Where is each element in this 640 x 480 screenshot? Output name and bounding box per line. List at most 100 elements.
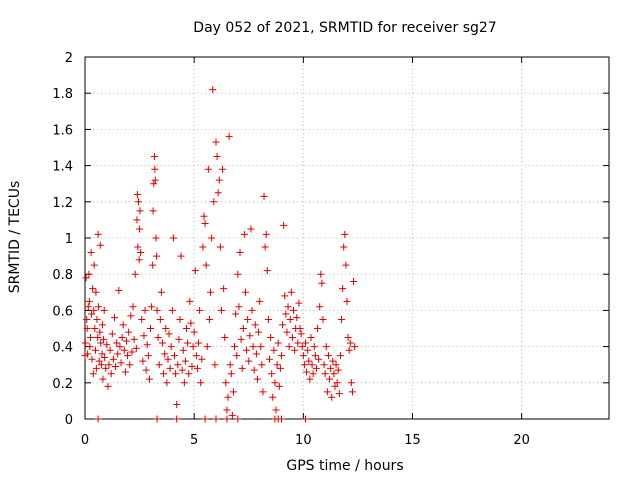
data-point <box>109 355 117 363</box>
data-point <box>217 306 225 314</box>
y-axis-label: SRMTID / TECUs <box>7 181 23 294</box>
data-point <box>136 225 144 233</box>
data-point <box>181 357 189 365</box>
data-point <box>174 361 182 369</box>
data-point <box>168 306 176 314</box>
data-point <box>282 310 290 318</box>
data-point <box>183 325 191 332</box>
data-point <box>212 415 220 423</box>
data-point <box>195 339 203 347</box>
data-point <box>171 352 179 360</box>
data-point <box>296 325 304 332</box>
data-point <box>291 346 299 354</box>
data-point <box>280 221 288 229</box>
data-point <box>265 355 273 363</box>
data-point <box>286 315 294 323</box>
data-point <box>100 335 108 343</box>
data-point <box>315 355 323 363</box>
data-point <box>198 355 206 363</box>
data-point <box>219 165 227 173</box>
data-point <box>342 261 350 269</box>
data-point <box>150 180 158 188</box>
data-point <box>341 230 349 238</box>
data-point <box>205 315 213 323</box>
data-point <box>255 328 263 336</box>
data-point <box>226 361 234 369</box>
data-point <box>305 357 313 365</box>
data-point <box>224 393 232 401</box>
data-point <box>319 315 327 323</box>
data-point <box>125 328 133 336</box>
data-point <box>212 138 220 146</box>
data-point <box>285 343 293 351</box>
data-point <box>153 306 161 314</box>
data-point <box>256 297 264 305</box>
data-point <box>90 306 98 314</box>
data-point <box>95 303 103 311</box>
data-point <box>348 388 356 396</box>
data-point <box>173 401 181 409</box>
data-point <box>222 379 230 387</box>
data-point <box>321 370 329 378</box>
data-point <box>184 339 192 347</box>
data-point <box>261 243 269 251</box>
data-point <box>317 270 325 278</box>
data-point <box>257 343 265 351</box>
data-point <box>235 303 243 311</box>
data-point <box>114 350 122 358</box>
data-point <box>134 243 142 251</box>
data-point <box>214 189 222 197</box>
data-point <box>228 411 236 419</box>
data-point <box>191 267 199 275</box>
data-point <box>124 352 132 360</box>
data-point <box>90 261 98 269</box>
data-point <box>131 270 139 278</box>
data-point <box>246 332 254 340</box>
x-tick-label: 0 <box>81 433 89 448</box>
data-point <box>344 334 352 342</box>
data-point <box>85 297 93 305</box>
data-point <box>211 361 219 369</box>
data-point <box>161 350 169 358</box>
data-point <box>260 192 268 200</box>
data-point <box>102 364 110 372</box>
data-point <box>122 337 130 345</box>
data-point <box>119 321 127 329</box>
y-tick-label: 1.2 <box>52 196 73 211</box>
data-point <box>252 350 260 358</box>
data-point <box>343 297 351 305</box>
y-tick-label: 0.8 <box>52 268 73 283</box>
data-point <box>116 343 124 351</box>
data-point <box>347 379 355 387</box>
data-point <box>120 346 128 354</box>
data-point <box>97 339 105 347</box>
data-point <box>244 315 252 323</box>
data-point <box>330 370 338 378</box>
data-point <box>196 306 204 314</box>
data-point <box>83 315 91 323</box>
data-point <box>98 321 106 329</box>
data-point <box>306 375 314 383</box>
data-point <box>215 176 223 184</box>
data-point <box>94 415 102 423</box>
data-point <box>200 212 208 220</box>
data-point <box>248 306 256 314</box>
data-point <box>264 315 272 323</box>
data-point <box>329 357 337 365</box>
data-point <box>221 334 229 342</box>
data-point <box>190 328 198 336</box>
data-point <box>290 306 298 314</box>
data-point <box>115 286 123 294</box>
data-point <box>322 343 330 351</box>
data-point <box>298 343 306 351</box>
data-point <box>130 335 138 343</box>
data-point <box>140 332 148 340</box>
data-point <box>149 261 157 269</box>
data-point <box>189 343 197 351</box>
data-point <box>269 393 277 401</box>
data-point <box>318 279 326 287</box>
data-point <box>208 234 216 242</box>
data-point <box>187 319 195 327</box>
